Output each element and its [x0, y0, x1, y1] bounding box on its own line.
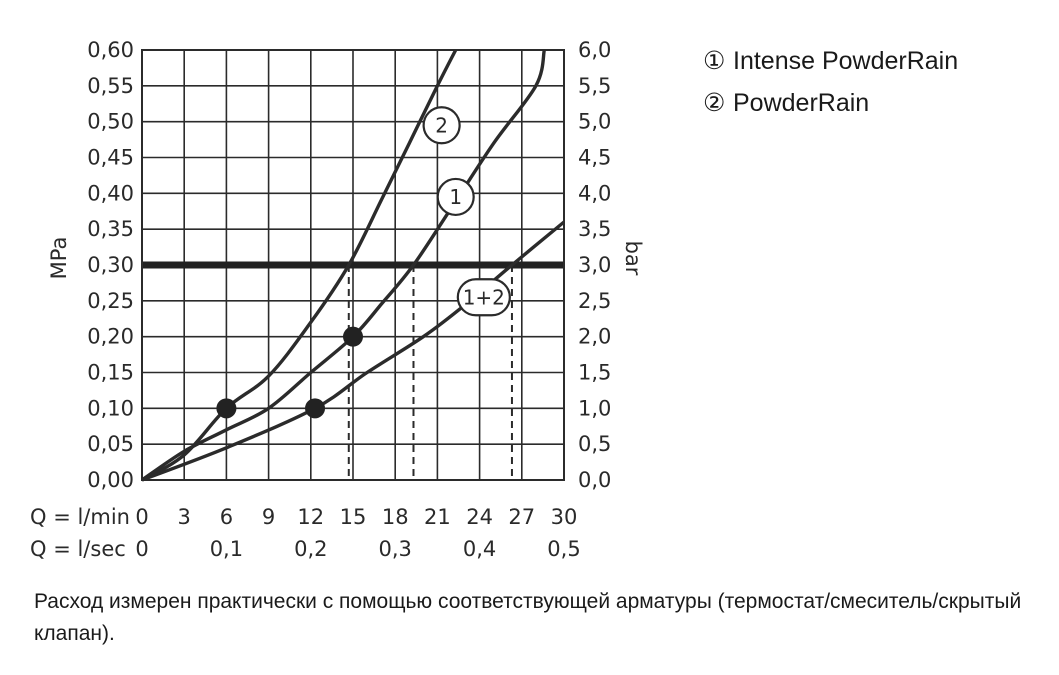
- curve-marker-dot: [343, 326, 363, 347]
- left-tick-label: 0,35: [87, 217, 134, 241]
- curve-label-badge: [456, 278, 511, 317]
- right-tick-label: 4,0: [578, 181, 611, 205]
- legend-marker-1: ①: [703, 47, 726, 75]
- x-lmin-tick-label: 15: [340, 505, 367, 529]
- curve-label-text: 1+2: [463, 285, 505, 309]
- plot-frame: [141, 49, 565, 481]
- legend-text-2: PowderRain: [733, 89, 870, 117]
- right-tick-label: 3,5: [578, 217, 611, 241]
- right-tick-label: 3,0: [578, 253, 611, 277]
- curve-markers: [216, 326, 363, 419]
- left-tick-label: 0,20: [87, 325, 134, 349]
- x-lmin-tick-label: 18: [382, 505, 409, 529]
- right-tick-label: 6,0: [578, 38, 611, 62]
- x-lmin-tick-label: 30: [551, 505, 578, 529]
- curve-label-text: 2: [435, 113, 448, 137]
- x-lsec-tick-label: 0: [135, 537, 148, 561]
- curve-label-text: 1: [449, 185, 462, 209]
- legend-text-1: Intense PowderRain: [733, 47, 959, 75]
- curve-label-badge: [422, 106, 461, 145]
- right-tick-label: 2,0: [578, 325, 611, 349]
- curve-1+2: [141, 220, 566, 482]
- legend: ① Intense PowderRain ② PowderRain: [703, 44, 958, 128]
- left-tick-label: 0,10: [87, 396, 134, 420]
- x-lsec-tick-label: 0,3: [378, 537, 411, 561]
- left-tick-label: 0,30: [87, 253, 134, 277]
- left-tick-label: 0,45: [87, 146, 134, 170]
- x-lsec-tick-label: 0,4: [463, 537, 496, 561]
- right-tick-label: 4,5: [578, 146, 611, 170]
- left-tick-label: 0,50: [87, 110, 134, 134]
- x-lmin-tick-label: 12: [297, 505, 324, 529]
- left-tick-label: 0,60: [87, 38, 134, 62]
- x-lmin-tick-label: 21: [424, 505, 451, 529]
- x-lsec-tick-label: 0,1: [210, 537, 243, 561]
- curve-marker-dot: [305, 398, 326, 419]
- right-tick-label: 5,5: [578, 74, 611, 98]
- curves: [141, 49, 566, 482]
- left-tick-label: 0,00: [87, 468, 134, 492]
- x-axis-lsec-label: Q = l/sec: [30, 537, 126, 561]
- left-tick-label: 0,05: [87, 432, 134, 456]
- x-lsec-tick-label: 0,5: [547, 537, 580, 561]
- tick-labels: 0,000,050,100,150,200,250,300,350,400,45…: [87, 38, 611, 561]
- left-tick-label: 0,55: [87, 74, 134, 98]
- curve-callouts: 2 1 1+2: [422, 106, 511, 317]
- right-tick-label: 2,5: [578, 289, 611, 313]
- left-tick-label: 0,15: [87, 361, 134, 385]
- x-axis-lmin-label: Q = l/min: [30, 505, 130, 529]
- left-tick-label: 0,25: [87, 289, 134, 313]
- plot-border: [141, 49, 565, 481]
- legend-item-1: ① Intense PowderRain: [703, 44, 958, 86]
- x-lmin-tick-label: 24: [466, 505, 493, 529]
- right-tick-label: 1,5: [578, 361, 611, 385]
- flow-pressure-chart: 211+2 0,000,050,100,150,200,250,300,350,…: [30, 38, 645, 561]
- right-axis-label: bar: [621, 241, 645, 276]
- left-axis-label: MPa: [47, 237, 71, 280]
- curve-1: [141, 49, 546, 482]
- footnote: Расход измерен практически с помощью соо…: [34, 590, 1022, 645]
- right-tick-label: 0,0: [578, 468, 611, 492]
- curve-label-badge: [436, 177, 475, 217]
- x-lmin-tick-label: 0: [135, 505, 148, 529]
- right-tick-label: 0,5: [578, 432, 611, 456]
- x-lmin-tick-label: 3: [178, 505, 191, 529]
- legend-item-2: ② PowderRain: [703, 86, 958, 128]
- right-tick-label: 5,0: [578, 110, 611, 134]
- left-tick-label: 0,40: [87, 181, 134, 205]
- curve-2: [141, 49, 458, 482]
- x-lmin-tick-label: 9: [262, 505, 275, 529]
- legend-marker-2: ②: [703, 89, 726, 117]
- right-tick-label: 1,0: [578, 396, 611, 420]
- x-lsec-tick-label: 0,2: [294, 537, 327, 561]
- x-lmin-tick-label: 27: [508, 505, 535, 529]
- x-lmin-tick-label: 6: [220, 505, 233, 529]
- curve-marker-dot: [216, 398, 237, 419]
